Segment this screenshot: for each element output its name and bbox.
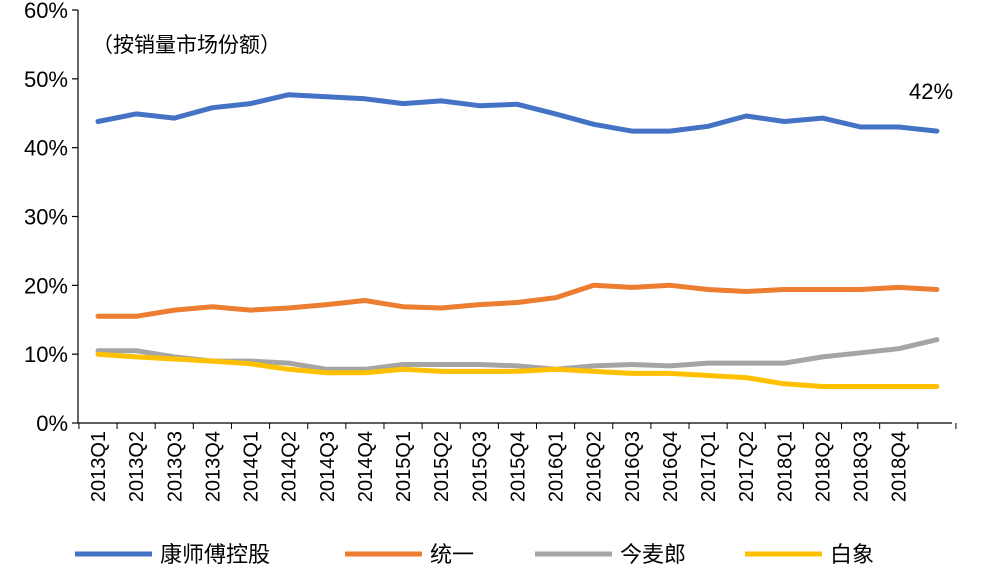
x-tick-label: 2017Q1 xyxy=(698,431,720,502)
y-tick-label: 10% xyxy=(24,342,68,367)
x-tick-label: 2016Q3 xyxy=(622,431,644,502)
y-tick-label: 40% xyxy=(24,136,68,161)
x-tick-label: 2016Q1 xyxy=(546,431,568,502)
legend-label: 统一 xyxy=(430,542,474,567)
y-tick-label: 0% xyxy=(36,411,68,436)
y-tick-label: 60% xyxy=(24,0,68,23)
y-tick-label: 20% xyxy=(24,273,68,298)
x-tick-label: 2014Q3 xyxy=(317,431,339,502)
legend-label: 今麦郎 xyxy=(620,542,686,567)
x-tick-label: 2015Q1 xyxy=(393,431,415,502)
x-axis-ticks: 2013Q1 2013Q2 2013Q3 2013Q4 2014Q1 2014Q2 2014… xyxy=(78,423,957,502)
series-line-2 xyxy=(95,282,940,319)
y-axis-ticks: 0% 10% 20% 30% 40% 50% 60% xyxy=(24,0,78,436)
x-tick-label: 2013Q4 xyxy=(202,431,224,502)
x-tick-label: 2015Q4 xyxy=(507,431,529,502)
y-tick-label: 50% xyxy=(24,67,68,92)
legend-label: 白象 xyxy=(830,542,874,567)
x-tick-label: 2014Q1 xyxy=(241,431,263,502)
series-line-4 xyxy=(95,351,940,389)
x-tick-label: 2013Q2 xyxy=(126,431,148,502)
x-tick-label: 2014Q4 xyxy=(355,431,377,502)
x-tick-label: 2016Q2 xyxy=(584,431,606,502)
series-line-3 xyxy=(95,337,940,372)
x-tick-label: 2018Q1 xyxy=(774,431,796,502)
y-tick-label: 30% xyxy=(24,205,68,230)
series-line-1 xyxy=(95,92,940,134)
x-tick-label: 2018Q3 xyxy=(851,431,873,502)
x-tick-label: 2017Q2 xyxy=(736,431,758,502)
chart-annotation: （按销量市场份额） xyxy=(92,34,281,57)
x-tick-label: 2014Q2 xyxy=(279,431,301,502)
x-tick-label: 2013Q1 xyxy=(88,431,110,502)
end-value-label: 42% xyxy=(909,79,953,104)
legend-label: 康师傅控股 xyxy=(160,542,270,567)
x-tick-label: 2016Q4 xyxy=(660,431,682,502)
legend: 康师傅控股 统一 今麦郎 白象 xyxy=(75,542,874,567)
x-tick-label: 2015Q2 xyxy=(431,431,453,502)
x-tick-label: 2018Q2 xyxy=(812,431,834,502)
x-tick-label: 2018Q4 xyxy=(889,431,911,502)
x-tick-label: 2015Q3 xyxy=(469,431,491,502)
series-lines xyxy=(95,92,940,389)
x-tick-label: 2013Q3 xyxy=(164,431,186,502)
